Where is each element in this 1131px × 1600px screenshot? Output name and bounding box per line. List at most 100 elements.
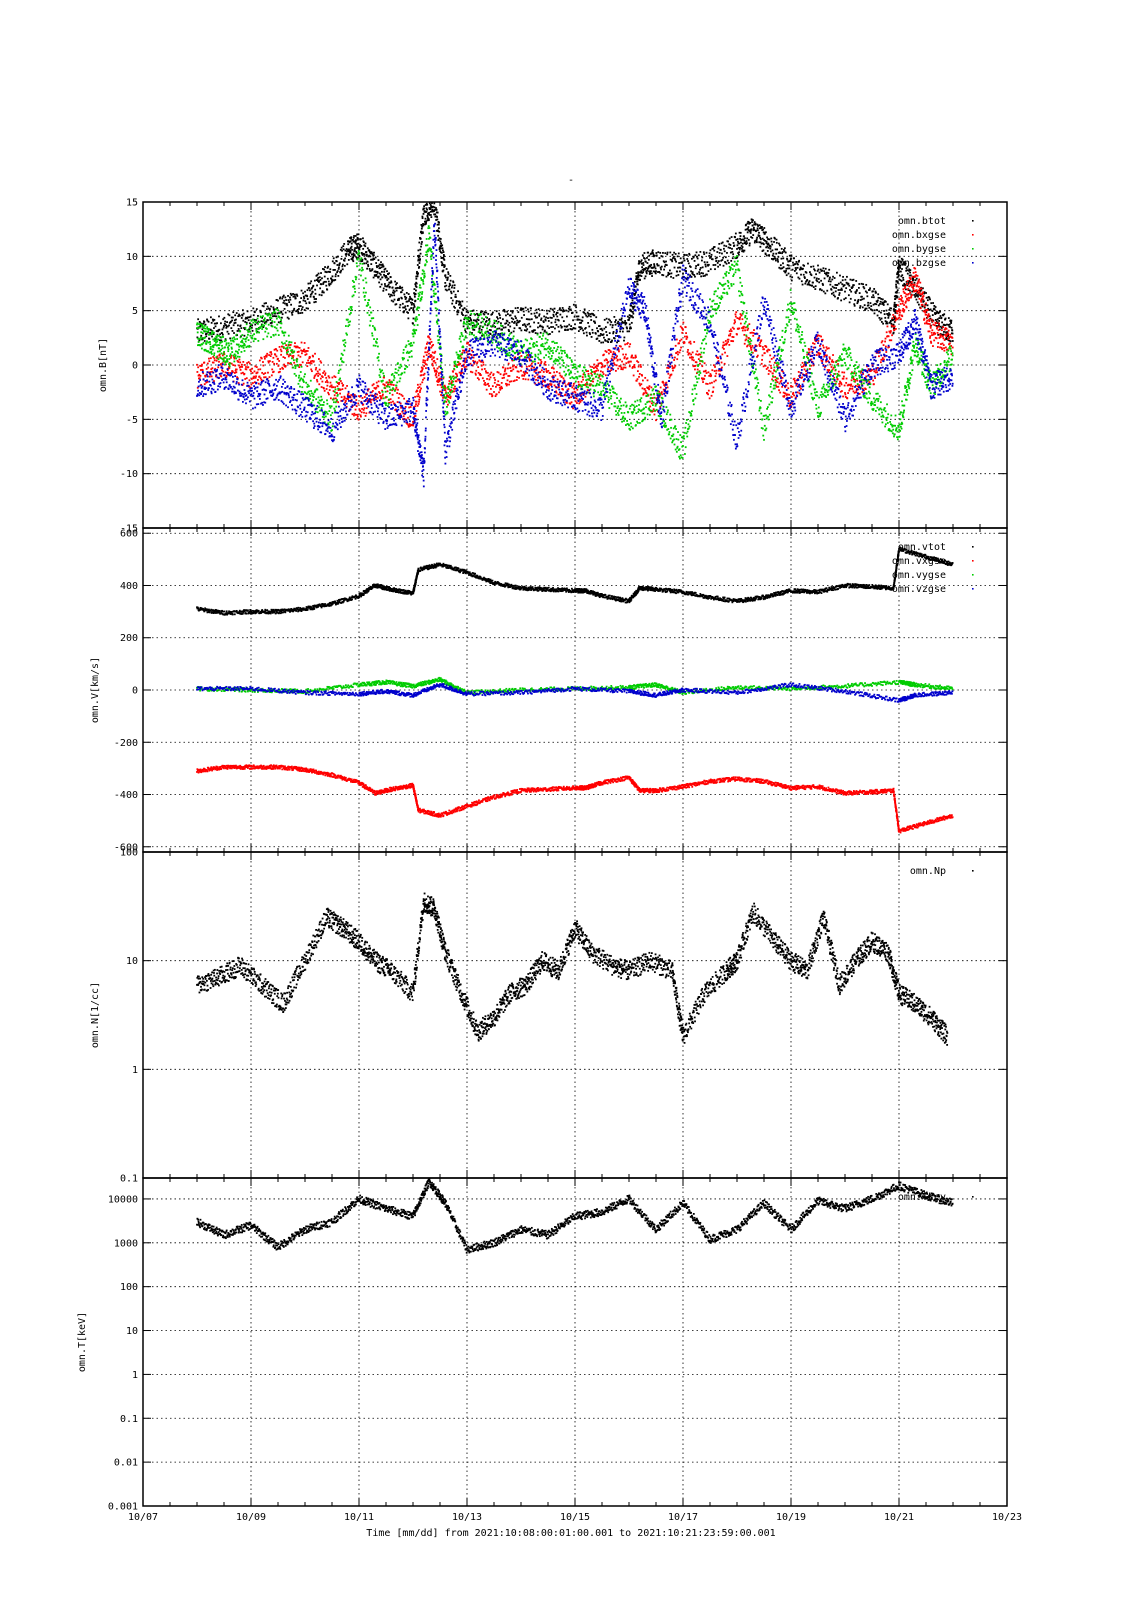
data-point-omn-bxgse xyxy=(929,326,932,329)
data-point-omn-btot xyxy=(487,313,490,315)
data-point-omn-btot xyxy=(888,313,891,316)
data-point-omn-btot xyxy=(577,318,579,321)
data-point-omn-bxgse xyxy=(918,297,921,300)
data-point-omn-btot xyxy=(887,316,890,319)
data-point-omn-bxgse xyxy=(912,288,915,290)
data-point-omn-btot xyxy=(384,267,387,270)
data-point-omn-btot xyxy=(242,312,245,315)
data-point-omn-bxgse xyxy=(269,355,272,357)
data-point-omn-bygse xyxy=(204,327,207,330)
data-point-omn-btot xyxy=(550,317,553,319)
data-point-omn-bxgse xyxy=(673,366,676,369)
data-point-omn-btot xyxy=(489,333,492,335)
data-point-omn-bxgse xyxy=(905,306,908,309)
data-point-omn-btot xyxy=(249,325,252,328)
data-point-omn-bxgse xyxy=(708,397,711,400)
data-point-omn-bxgse xyxy=(613,363,616,366)
data-point-omn-btot xyxy=(865,283,868,286)
data-point-omn-btot xyxy=(723,250,726,253)
data-point-omn-bygse xyxy=(210,350,213,353)
data-point-omn-btot xyxy=(906,272,909,275)
data-point-omn-btot xyxy=(848,284,851,287)
data-point-omn-btot xyxy=(279,297,281,300)
data-point-omn-btot xyxy=(540,319,542,321)
data-point-omn-btot xyxy=(933,305,936,307)
data-point-omn-bxgse xyxy=(616,355,618,358)
data-point-omn-btot xyxy=(837,297,839,299)
data-point-omn-bxgse xyxy=(769,354,772,357)
data-point-omn-bxgse xyxy=(382,393,384,396)
data-point-omn-btot xyxy=(439,240,442,243)
data-point-omn-btot xyxy=(752,219,754,222)
data-point-omn-btot xyxy=(637,274,640,277)
data-point-omn-bxgse xyxy=(454,388,457,390)
data-point-omn-btot xyxy=(729,251,732,254)
data-point-omn-bxgse xyxy=(830,366,833,368)
data-point-omn-bxgse xyxy=(490,388,492,390)
data-point-omn-btot xyxy=(598,325,601,327)
data-point-omn-btot xyxy=(449,284,451,287)
data-point-omn-bxgse xyxy=(937,329,940,332)
data-point-omn-bxgse xyxy=(255,375,257,378)
data-point-omn-btot xyxy=(898,278,901,281)
data-point-omn-btot xyxy=(207,320,210,323)
data-point-omn-btot xyxy=(748,222,751,225)
data-point-omn-btot xyxy=(419,248,422,251)
data-point-omn-btot xyxy=(486,324,489,327)
data-point-omn-bxgse xyxy=(788,393,790,396)
data-point-omn-bxgse xyxy=(842,375,845,378)
data-point-omn-btot xyxy=(422,224,425,227)
data-point-omn-bygse xyxy=(210,352,213,355)
data-point-omn-btot xyxy=(510,310,512,312)
data-point-omn-btot xyxy=(922,287,924,290)
data-point-omn-btot xyxy=(382,289,385,292)
data-point-omn-bxgse xyxy=(678,342,681,345)
data-point-omn-btot xyxy=(313,301,316,304)
data-point-omn-btot xyxy=(655,270,657,273)
data-point-omn-bxgse xyxy=(619,358,622,361)
data-point-omn-btot xyxy=(787,264,790,267)
data-point-omn-bxgse xyxy=(310,362,313,365)
data-point-omn-bxgse xyxy=(795,384,798,387)
data-point-omn-btot xyxy=(707,263,710,266)
data-point-omn-bygse xyxy=(208,351,211,354)
data-point-omn-btot xyxy=(893,308,895,310)
data-point-omn-btot xyxy=(443,265,446,268)
data-point-omn-btot xyxy=(674,259,677,261)
data-point-omn-bygse xyxy=(245,323,248,326)
data-point-omn-btot xyxy=(894,309,897,311)
data-point-omn-bxgse xyxy=(822,344,824,347)
data-point-omn-bxgse xyxy=(732,336,735,338)
data-point-omn-btot xyxy=(648,270,650,273)
data-point-omn-bxgse xyxy=(773,370,776,372)
data-point-omn-bxgse xyxy=(623,366,625,369)
data-point-omn-bxgse xyxy=(951,336,954,339)
data-point-omn-bxgse xyxy=(251,367,254,370)
data-point-omn-bygse xyxy=(204,336,206,339)
data-point-omn-btot xyxy=(773,241,775,243)
data-point-omn-bxgse xyxy=(790,385,792,387)
data-point-omn-btot xyxy=(426,208,428,211)
data-point-omn-btot xyxy=(472,328,475,331)
data-point-omn-bxgse xyxy=(922,295,925,297)
data-point-omn-btot xyxy=(212,333,215,335)
data-point-omn-bxgse xyxy=(824,349,827,352)
data-point-omn-bxgse xyxy=(208,360,211,363)
data-point-omn-btot xyxy=(391,294,393,297)
data-point-omn-bxgse xyxy=(693,341,696,343)
data-point-omn-btot xyxy=(914,295,917,298)
data-point-omn-btot xyxy=(536,332,539,335)
data-point-omn-btot xyxy=(786,258,789,261)
data-point-omn-btot xyxy=(554,327,556,330)
data-point-omn-btot xyxy=(921,305,924,308)
data-point-omn-btot xyxy=(371,258,374,261)
data-point-omn-btot xyxy=(471,325,474,327)
data-point-omn-bxgse xyxy=(797,371,800,373)
data-point-omn-btot xyxy=(631,310,634,313)
data-point-omn-btot xyxy=(325,284,328,287)
data-point-omn-btot xyxy=(879,300,882,303)
data-point-omn-bxgse xyxy=(272,356,275,359)
data-point-omn-btot xyxy=(692,273,694,276)
data-point-omn-btot xyxy=(809,284,812,287)
data-point-omn-btot xyxy=(344,249,347,252)
